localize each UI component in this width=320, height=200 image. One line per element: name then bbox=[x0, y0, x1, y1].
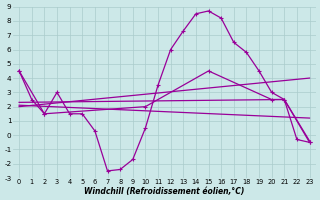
X-axis label: Windchill (Refroidissement éolien,°C): Windchill (Refroidissement éolien,°C) bbox=[84, 187, 244, 196]
